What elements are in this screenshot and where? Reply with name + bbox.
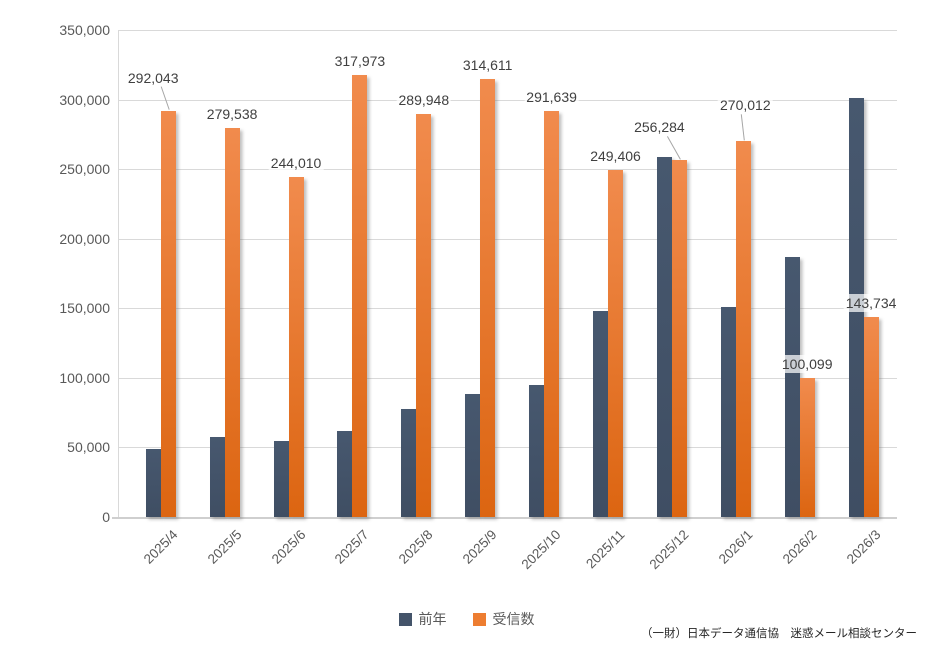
gridline	[118, 378, 897, 379]
legend-item-prev-year: 前年	[398, 609, 447, 629]
leader-line	[740, 114, 745, 141]
footer-credit: （一財）日本データ通信協 迷惑メール相談センター	[641, 628, 917, 640]
bar-received-2025-4	[160, 110, 176, 517]
legend-swatch-received-icon	[472, 612, 486, 626]
bar-prev-year-2025-11	[593, 311, 608, 517]
data-label-2025-4: 292,043	[125, 68, 181, 87]
data-label-2025-7: 317,973	[332, 51, 388, 70]
gridline	[118, 169, 897, 170]
bar-received-2025-7	[352, 74, 368, 517]
leader-line	[666, 136, 681, 160]
data-label-2025-8: 289,948	[396, 90, 452, 109]
legend-label-prev-year: 前年	[418, 611, 447, 627]
bar-prev-year-2025-12	[656, 157, 672, 517]
bar-received-2025-12	[671, 160, 687, 517]
data-label-2026-1: 270,012	[717, 96, 773, 115]
gridline	[118, 30, 897, 31]
x-axis-line	[112, 517, 897, 519]
data-label-2025-5: 279,538	[204, 105, 260, 124]
legend: 前年 受信数	[0, 609, 933, 629]
bar-prev-year-2025-10	[529, 384, 545, 517]
bar-prev-year-2025-9	[465, 393, 481, 517]
legend-label-received: 受信数	[492, 611, 535, 627]
y-axis-tick-label: 0	[102, 509, 110, 525]
gridline	[118, 308, 897, 309]
y-axis-tick-label: 350,000	[59, 22, 110, 38]
y-axis-tick-label: 250,000	[59, 161, 110, 178]
bar-prev-year-2025-7	[337, 430, 353, 517]
gridline	[118, 239, 897, 240]
bar-received-2026-3	[863, 317, 879, 517]
bar-received-2025-8	[416, 113, 432, 517]
bar-received-2025-5	[224, 128, 240, 517]
y-axis-tick-label: 150,000	[59, 300, 110, 317]
bar-received-2025-11	[608, 169, 623, 517]
bar-prev-year-2025-8	[401, 409, 417, 517]
y-axis-tick-label: 50,000	[67, 439, 110, 456]
y-axis-tick-label: 300,000	[59, 91, 110, 108]
data-label-2026-2: 100,099	[779, 354, 835, 373]
data-label-2025-9: 314,611	[460, 56, 515, 75]
data-label-2025-6: 244,010	[268, 154, 324, 173]
bar-received-2025-10	[544, 111, 560, 517]
legend-item-received: 受信数	[472, 609, 535, 629]
bar-received-2026-1	[735, 141, 751, 517]
bar-prev-year-2026-2	[784, 256, 800, 517]
y-axis-tick-label: 100,000	[59, 369, 110, 386]
bar-prev-year-2025-4	[145, 448, 161, 517]
bar-received-2025-9	[480, 79, 496, 517]
legend-swatch-prev-year-icon	[398, 612, 412, 626]
data-label-2025-11: 249,406	[588, 146, 643, 165]
gridline	[118, 100, 897, 101]
y-axis-line	[118, 30, 119, 517]
bar-prev-year-2026-1	[720, 306, 736, 517]
bar-received-2025-6	[288, 177, 304, 517]
data-label-2025-12: 256,284	[632, 118, 687, 137]
y-axis-tick-label: 200,000	[59, 230, 110, 247]
bar-prev-year-2025-6	[273, 441, 289, 517]
leader-line	[160, 86, 170, 110]
bar-prev-year-2025-5	[209, 436, 225, 517]
gridline	[118, 447, 897, 448]
data-label-2026-3: 143,734	[843, 294, 899, 312]
data-label-2025-10: 291,639	[524, 88, 579, 107]
bar-received-2026-2	[799, 377, 815, 517]
